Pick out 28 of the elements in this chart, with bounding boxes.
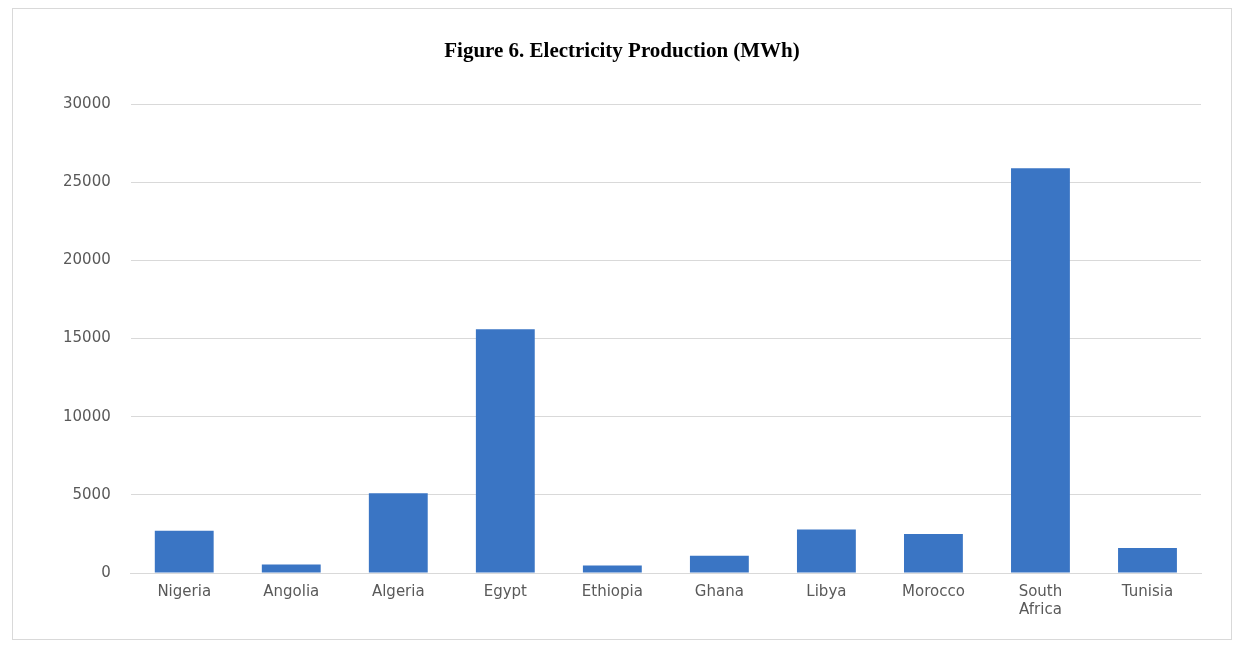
bar — [1118, 548, 1177, 573]
x-tick-label: Algeria — [371, 581, 425, 600]
bar — [261, 564, 321, 573]
bar — [582, 565, 642, 573]
bar — [796, 529, 856, 573]
x-tick-label: Nigeria — [157, 581, 212, 600]
y-tick-label: 10000 — [63, 406, 111, 425]
x-tick-label: Libya — [806, 581, 847, 600]
x-tick-label: South Africa — [1018, 581, 1063, 618]
chart-title: Figure 6. Electricity Production (MWh) — [444, 38, 800, 63]
y-tick-label: 15000 — [63, 328, 111, 347]
y-tick-label: 25000 — [63, 172, 111, 191]
x-tick-label: Ethiopia — [581, 581, 643, 600]
bar — [689, 555, 749, 573]
y-tick-label: 20000 — [63, 250, 111, 269]
bar — [368, 493, 428, 573]
x-tick-label: Tunisia — [1120, 581, 1174, 600]
x-tick-label: Egypt — [483, 581, 528, 600]
bar — [154, 530, 214, 573]
bar — [904, 533, 963, 573]
x-tick-label: Ghana — [694, 581, 744, 600]
x-tick-label: Angolia — [263, 581, 320, 600]
y-tick-label: 5000 — [72, 484, 111, 503]
y-tick-label: 30000 — [63, 94, 111, 113]
bar — [1011, 168, 1070, 573]
x-tick-label: Morocco — [902, 581, 965, 600]
y-tick-label: 0 — [101, 562, 111, 581]
bar — [475, 329, 535, 573]
